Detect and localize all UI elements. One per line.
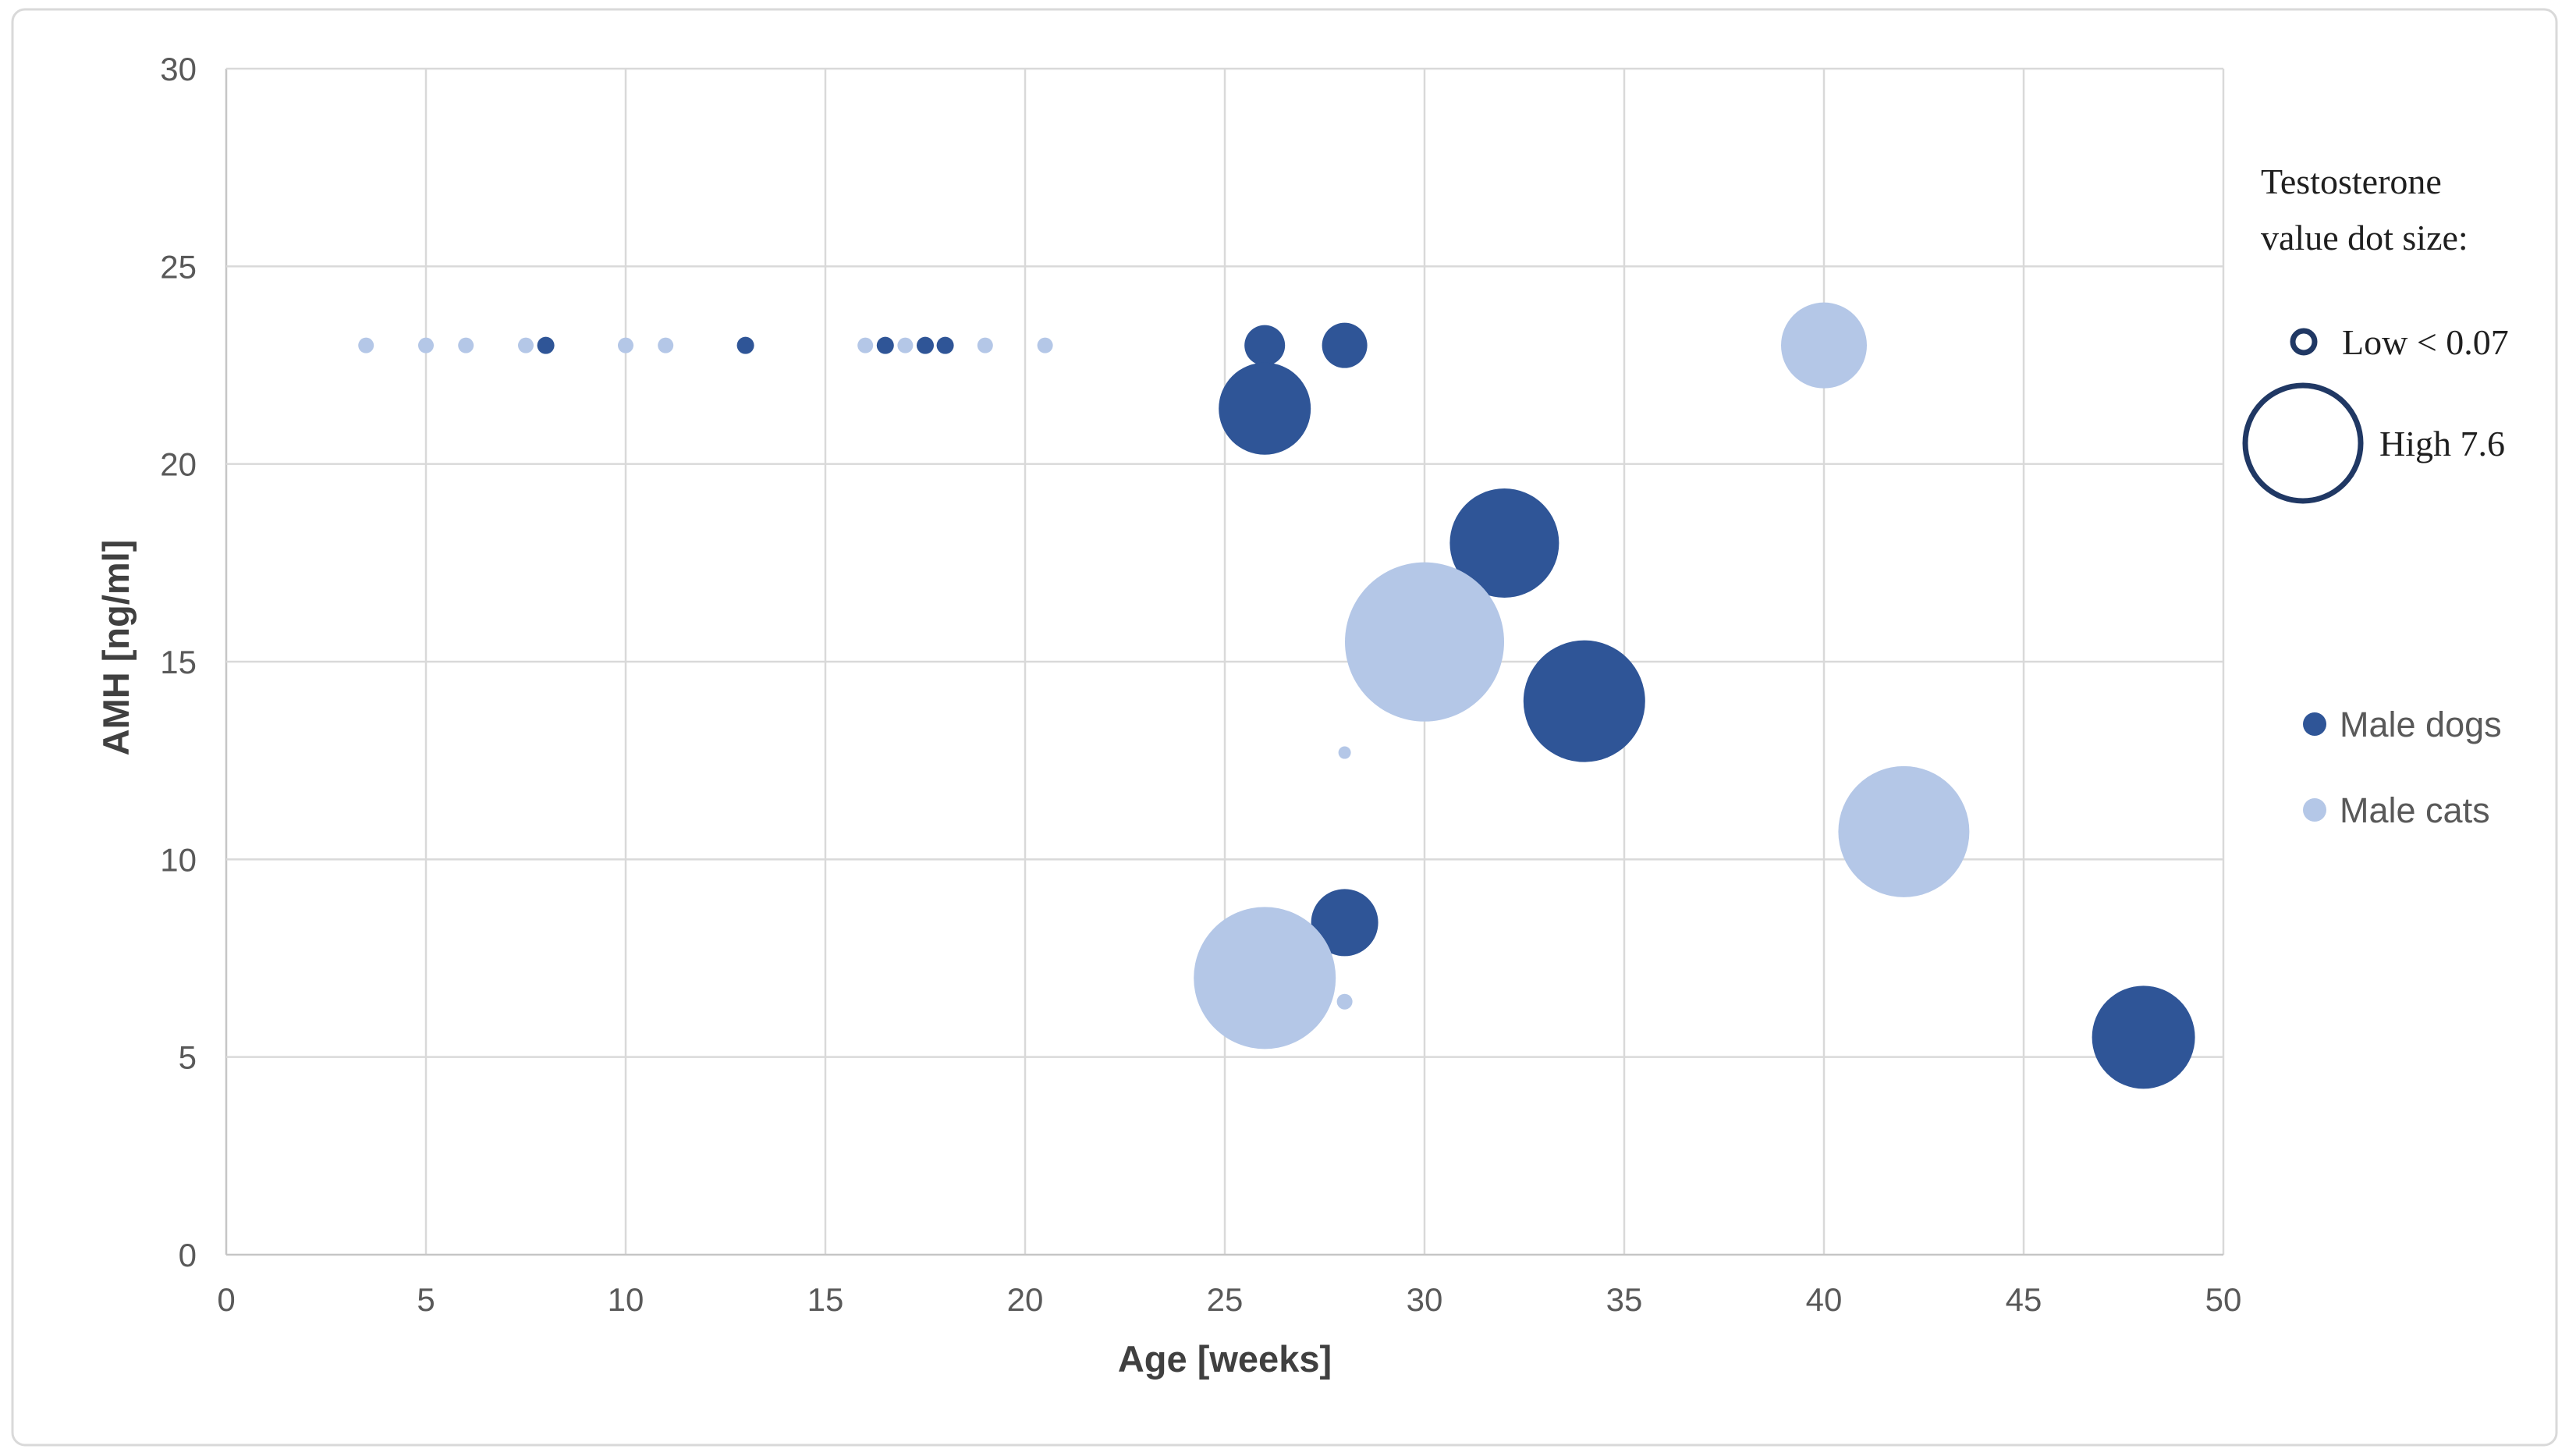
- bubble-male-cats: [1336, 993, 1353, 1010]
- size-legend-high-circle: [2242, 382, 2364, 504]
- bubble-male-cats: [1345, 562, 1504, 722]
- bubble-male-dogs: [2092, 985, 2195, 1089]
- y-tick-label: 20: [160, 446, 197, 483]
- chart-border: [11, 8, 2558, 1447]
- x-tick-label: 45: [2006, 1281, 2042, 1318]
- bubble-male-cats: [1037, 337, 1053, 353]
- bubble-male-cats: [618, 337, 633, 353]
- series-legend: Male dogs Male cats: [2303, 705, 2502, 830]
- bubble-male-cats: [1838, 765, 1970, 897]
- x-tick-label: 40: [1806, 1281, 1843, 1318]
- bubble-male-cats: [518, 337, 534, 353]
- y-tick-label: 5: [179, 1039, 197, 1076]
- male-dogs-legend-dot: [2303, 712, 2326, 736]
- size-legend-low-circle: [2290, 328, 2318, 356]
- bubble-male-dogs: [1449, 488, 1559, 598]
- x-tick-label: 25: [1207, 1281, 1244, 1318]
- y-tick-label: 30: [160, 51, 197, 87]
- size-legend-low-label: Low < 0.07: [2342, 322, 2509, 362]
- y-tick-label: 25: [160, 248, 197, 285]
- x-tick-label: 5: [417, 1281, 435, 1318]
- y-tick-label: 10: [160, 841, 197, 878]
- size-legend-title-line2: value dot size:: [2261, 218, 2468, 257]
- size-legend-title-line1: Testosterone: [2261, 162, 2442, 201]
- bubble-male-dogs: [1523, 640, 1645, 762]
- y-axis-title: AMH [ng/ml]: [95, 540, 137, 756]
- bubble-male-cats: [977, 337, 993, 353]
- bubble-male-cats: [1338, 746, 1351, 759]
- y-tick-label: 15: [160, 644, 197, 680]
- male-cats-legend-dot: [2303, 798, 2326, 822]
- bubble-male-dogs: [1219, 362, 1311, 455]
- bubble-male-cats: [358, 337, 374, 353]
- x-axis-title: Age [weeks]: [1118, 1338, 1332, 1380]
- bubble-male-cats: [418, 337, 434, 353]
- x-tick-label: 35: [1606, 1281, 1643, 1318]
- bubble-male-dogs: [537, 336, 555, 354]
- male-dogs-legend-label: Male dogs: [2340, 705, 2502, 744]
- x-tick-label: 10: [608, 1281, 644, 1318]
- size-legend: Testosterone value dot size: Low < 0.07 …: [2242, 162, 2509, 504]
- y-tick-labels: 0 5 10 15 20 25 30: [160, 51, 197, 1273]
- x-tick-label: 0: [217, 1281, 235, 1318]
- bubble-male-dogs: [936, 336, 954, 354]
- bubble-layer: [358, 302, 2195, 1089]
- bubble-male-cats: [1781, 302, 1867, 389]
- bubble-male-dogs: [736, 336, 754, 354]
- x-tick-label: 15: [807, 1281, 844, 1318]
- x-tick-labels: 0 5 10 15 20 25 30 35 40 45 50: [217, 1281, 2241, 1318]
- bubble-male-cats: [897, 337, 914, 353]
- size-legend-high-label: High 7.6: [2379, 424, 2505, 463]
- bubble-male-dogs: [1322, 322, 1368, 368]
- bubble-male-cats: [857, 337, 874, 353]
- bubble-male-dogs: [1244, 325, 1286, 366]
- x-tick-label: 50: [2205, 1281, 2242, 1318]
- x-tick-label: 20: [1007, 1281, 1044, 1318]
- x-tick-label: 30: [1407, 1281, 1443, 1318]
- bubble-male-dogs: [876, 336, 894, 354]
- bubble-male-dogs: [1311, 889, 1378, 957]
- bubble-male-cats: [658, 337, 674, 353]
- y-tick-label: 0: [179, 1237, 197, 1273]
- bubble-male-cats: [1194, 907, 1336, 1049]
- bubble-male-cats: [458, 337, 474, 353]
- bubble-male-dogs: [917, 336, 934, 354]
- male-cats-legend-label: Male cats: [2340, 790, 2490, 830]
